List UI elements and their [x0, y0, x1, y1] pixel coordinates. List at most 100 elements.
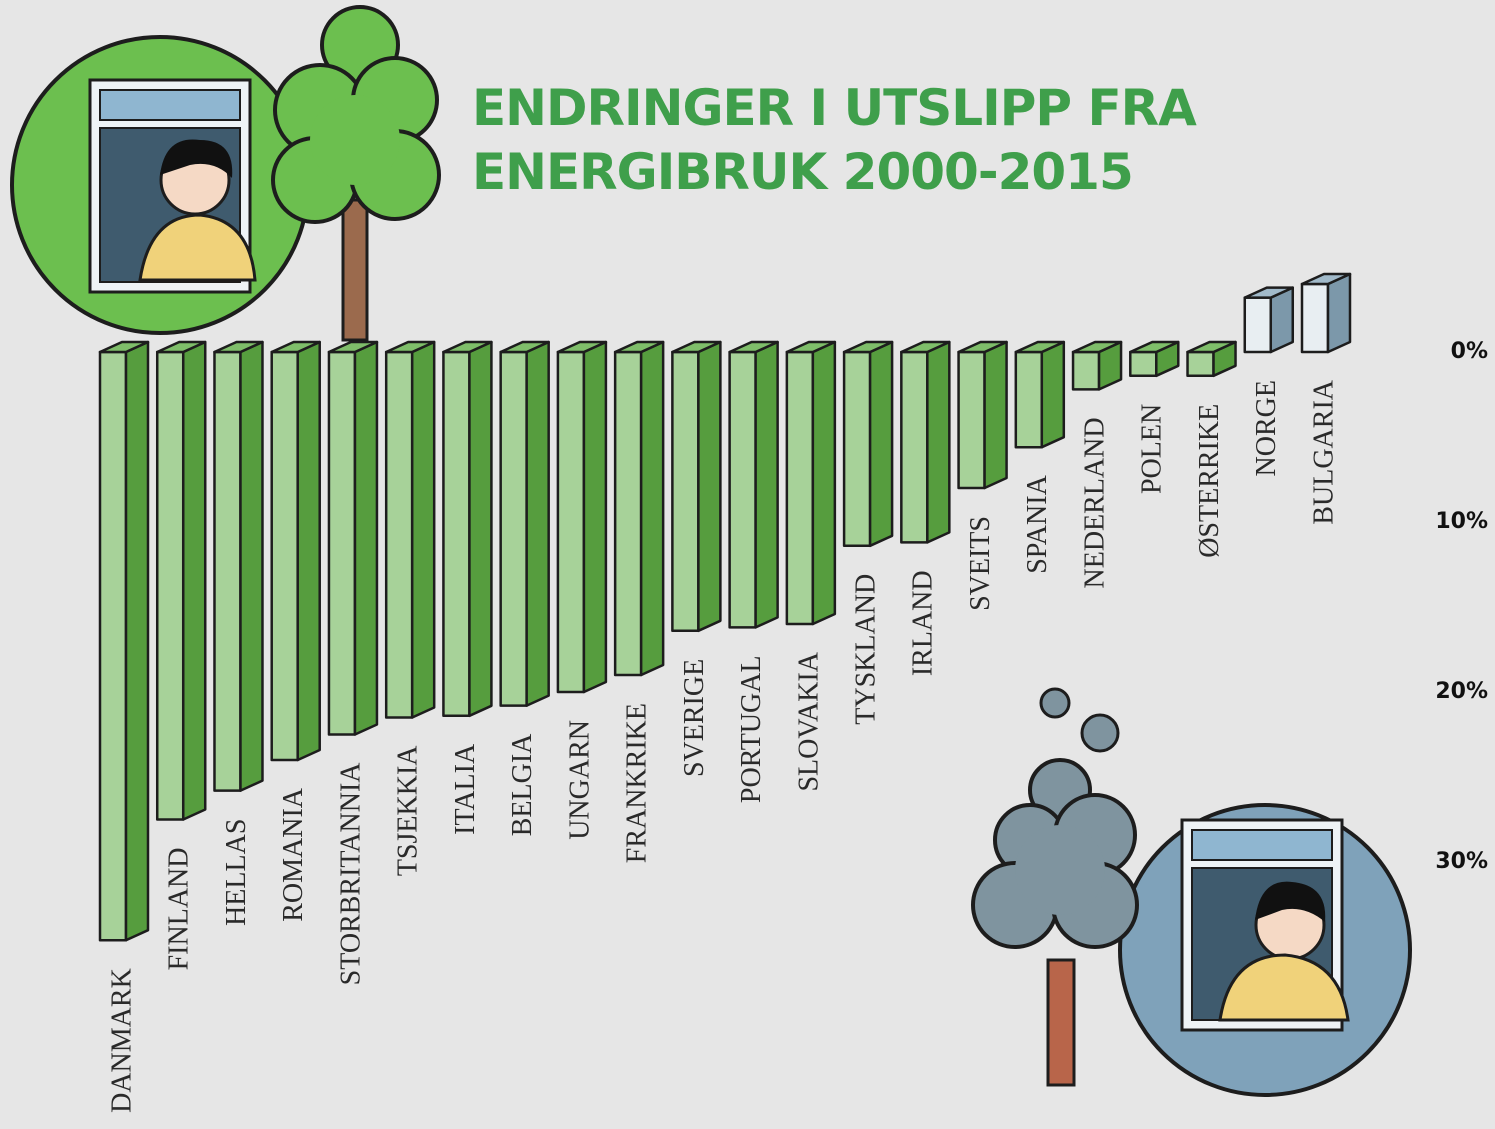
- bar-top: [1300, 272, 1352, 286]
- bar-top: [327, 340, 379, 354]
- bar: [842, 340, 894, 548]
- x-tick-label: HELLAS: [221, 819, 252, 926]
- bar: [327, 340, 379, 736]
- bar-side: [1040, 340, 1066, 449]
- decor-polluted: [971, 687, 1412, 1097]
- bar-side: [124, 340, 150, 942]
- bar-front: [1186, 350, 1215, 378]
- x-tick-label: UNGARN: [564, 720, 595, 840]
- y-tick-label: 0%: [1451, 339, 1488, 364]
- bar-front: [1071, 350, 1101, 391]
- x-tick-label: NORGE: [1251, 380, 1282, 476]
- bar: [499, 340, 550, 707]
- bar-side: [639, 340, 665, 677]
- bar: [155, 340, 207, 821]
- bar-side: [468, 340, 493, 718]
- bar-side: [239, 340, 264, 792]
- x-tick-label: ITALIA: [450, 743, 481, 835]
- x-tick-label: SPANIA: [1022, 474, 1053, 573]
- bar: [728, 340, 779, 629]
- bar-front: [499, 350, 528, 707]
- x-tick-label: SVERIGE: [679, 659, 710, 777]
- bar-top: [556, 340, 608, 354]
- bar-side: [410, 340, 436, 719]
- bar-front: [384, 350, 414, 719]
- bar: [785, 340, 837, 626]
- bar-top: [613, 340, 665, 354]
- bar: [1186, 340, 1237, 378]
- bar-top: [1129, 340, 1180, 354]
- bar-front: [556, 350, 586, 694]
- bar: [384, 340, 436, 719]
- x-tick-label: BULGARIA: [1308, 379, 1339, 524]
- bar: [1129, 340, 1180, 378]
- bar-side: [754, 340, 779, 629]
- decor-clean: [10, 5, 441, 342]
- bar-front: [842, 350, 872, 548]
- bar-front: [1129, 350, 1158, 378]
- chart-title: ENDRINGER I UTSLIPP FRA ENERGIBRUK 2000-…: [472, 79, 1197, 201]
- bar-front: [213, 350, 242, 792]
- bar-front: [613, 350, 643, 677]
- bar: [613, 340, 665, 677]
- bar-side: [983, 340, 1008, 490]
- bar: [556, 340, 608, 694]
- x-tick-label: POLEN: [1137, 404, 1168, 494]
- bar-top: [957, 340, 1008, 354]
- bar-front: [1243, 296, 1273, 354]
- bar: [1014, 340, 1066, 449]
- y-tick-label: 30%: [1435, 849, 1488, 874]
- bar-front: [98, 350, 128, 942]
- bar: [270, 340, 321, 762]
- x-tick-label: DANMARK: [106, 968, 137, 1113]
- x-tick-label: IRLAND: [908, 570, 939, 676]
- bar-top: [1186, 340, 1237, 354]
- bar-top: [270, 340, 321, 354]
- bar-side: [697, 340, 722, 633]
- y-tick-label: 20%: [1435, 679, 1488, 704]
- bar-top: [155, 340, 207, 354]
- x-tick-label: FINLAND: [164, 848, 195, 971]
- bar-side: [181, 340, 207, 821]
- bar-front: [442, 350, 471, 718]
- bar-front: [270, 350, 299, 762]
- bar-front: [671, 350, 700, 633]
- bar: [957, 340, 1008, 490]
- bar-top: [442, 340, 493, 354]
- bar-front: [327, 350, 357, 736]
- bar-front: [900, 350, 929, 544]
- bar-top: [98, 340, 150, 354]
- bar-top: [1071, 340, 1123, 354]
- x-tick-label: PORTUGAL: [736, 655, 767, 803]
- x-tick-label: SVEITS: [965, 516, 996, 611]
- bar-top: [499, 340, 550, 354]
- bar-top: [785, 340, 837, 354]
- bar-top: [1014, 340, 1066, 354]
- bar-front: [785, 350, 815, 626]
- bar-side: [811, 340, 837, 626]
- x-tick-label: STORBRITANNIA: [335, 762, 366, 986]
- bar-side: [582, 340, 608, 694]
- bar-side: [296, 340, 321, 762]
- y-tick-label: 10%: [1435, 509, 1488, 534]
- bar-top: [728, 340, 779, 354]
- x-tick-label: TSJEKKIA: [393, 745, 424, 876]
- bar-top: [842, 340, 894, 354]
- x-tick-label: ROMANIA: [278, 787, 309, 922]
- bar-front: [155, 350, 185, 821]
- bar-top: [213, 340, 264, 354]
- x-tick-label: BELGIA: [507, 733, 538, 836]
- bar: [1071, 340, 1123, 391]
- bar: [1243, 286, 1295, 354]
- bar-top: [671, 340, 722, 354]
- bar: [213, 340, 264, 792]
- bar-top: [384, 340, 436, 354]
- bar-front: [1014, 350, 1044, 449]
- bar-front: [728, 350, 757, 629]
- x-tick-label: SLOVAKIA: [793, 651, 824, 791]
- bar-front: [957, 350, 986, 490]
- bar: [900, 340, 951, 544]
- bar-side: [1326, 272, 1352, 354]
- x-tick-label: TYSKLAND: [851, 574, 882, 725]
